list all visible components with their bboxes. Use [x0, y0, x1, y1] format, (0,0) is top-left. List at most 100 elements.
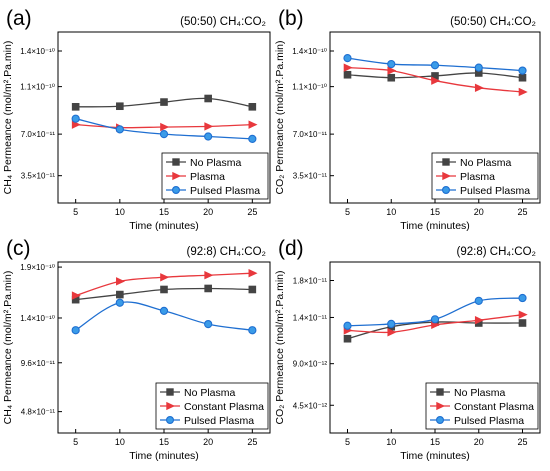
panel-b-series-pulsed-plasma — [343, 54, 527, 75]
panel-c-letter: (c) — [6, 237, 31, 260]
panel-a-xtick-label: 15 — [159, 207, 169, 217]
panel-c-series-pulsed-plasma-point — [204, 319, 213, 329]
panel-b-legend: No Plasma Plasma Pulsed Plasma — [431, 152, 539, 200]
panel-c-xtick-label: 15 — [159, 437, 169, 447]
panel-b-series-plasma-point — [431, 76, 441, 85]
panel-a-ytick-label: 3.5×10⁻¹¹ — [21, 172, 56, 181]
panel-c-legend-label: Pulsed Plasma — [184, 415, 254, 427]
panel-d-xtick-label: 25 — [517, 437, 527, 447]
panel-c-series-constant-plasma-point — [160, 273, 170, 282]
panel-a-xtick-label: 25 — [247, 207, 257, 217]
panel-d-legend-label: Pulsed Plasma — [454, 415, 524, 427]
panel-c-legend-marker — [166, 388, 174, 396]
panel-a-legend-marker — [171, 185, 181, 195]
panel-c-series-no-plasma-point — [116, 290, 124, 299]
panel-a-legend-marker — [172, 171, 182, 181]
panel-c-series-no-plasma — [71, 284, 257, 304]
panel-c-series-pulsed-plasma — [71, 298, 257, 335]
panel-d-ytick-label: 9.0×10⁻¹² — [293, 360, 328, 369]
panel-c: (c) (92:8) CH₄:CO₂ 4.8×10⁻¹¹ 9.6×10⁻¹¹ 1.4×1… — [2, 237, 271, 462]
panel-a-series-no-plasma-point — [204, 94, 212, 103]
panel-b-series-plasma-point — [343, 63, 353, 72]
panel-b-ytick-label: 3.5×10⁻¹¹ — [293, 172, 328, 181]
panel-b-series-plasma-point — [474, 83, 484, 93]
panel-a-series-pulsed-plasma-point — [71, 114, 80, 123]
panel-b-series-no-plasma — [343, 69, 527, 82]
panel-b-series-plasma-point — [518, 87, 528, 97]
panel-a-xlabel: Time (minutes) — [129, 220, 199, 232]
panel-d-series-constant-plasma-point — [387, 328, 397, 337]
panel-d-series-constant-plasma-point — [474, 316, 484, 325]
panel-c-series-constant-plasma-point — [71, 291, 81, 300]
panel-d-xtick-label: 15 — [430, 437, 440, 447]
panel-d-series-pulsed-plasma-point — [474, 296, 483, 305]
panel-c-xtick-label: 20 — [203, 437, 213, 447]
panel-d-ytick-label: 4.5×10⁻¹² — [293, 401, 328, 410]
panel-a-series-pulsed-plasma — [71, 114, 257, 143]
panel-c-series-no-plasma-point — [204, 284, 212, 293]
panel-a-letter: (a) — [6, 7, 32, 30]
panel-d-ytick-label: 1.8×10⁻¹¹ — [293, 276, 328, 285]
panel-b-ylabel: CO₂ Permeance (mol/m².Pa.min) — [274, 40, 286, 194]
panel-a-legend-label: No Plasma — [190, 157, 242, 169]
panel-d-ytick-label: 1.4×10⁻¹¹ — [293, 313, 328, 322]
panel-a-legend-label: Plasma — [190, 171, 225, 183]
panel-a-series-plasma-point — [71, 120, 81, 129]
panel-d-series-no-plasma-point — [518, 319, 527, 327]
panel-c-legend-marker — [165, 415, 175, 425]
panel-b-ytick-label: 7.0×10⁻¹¹ — [293, 130, 328, 139]
panel-a-series-no-plasma-point — [160, 98, 168, 106]
panel-b-series-plasma — [343, 63, 528, 97]
panel-b-series-pulsed-plasma-point — [343, 54, 352, 63]
panel-d-series-pulsed-plasma-point — [430, 315, 440, 324]
panel-d-letter: (d) — [278, 237, 304, 260]
panel-a-legend-marker — [172, 158, 180, 166]
panel-a-legend-label: Pulsed Plasma — [190, 185, 260, 197]
panel-d-series-pulsed-plasma-point — [387, 319, 396, 329]
panel-a: (a) (50:50) CH₄:CO₂ 3.5×10⁻¹¹ 7.0×10⁻¹¹ 1.1×… — [2, 7, 271, 232]
panel-a-series-no-plasma-point — [71, 103, 80, 111]
panel-c-series-constant-plasma — [71, 268, 258, 300]
panel-d-series-pulsed-plasma-point — [518, 293, 527, 303]
panel-d-ylabel: CO₂ Permeance (mol/m².Pa.min) — [274, 270, 286, 424]
panel-d-xlabel: Time (minutes) — [400, 450, 470, 462]
panel-b-series-pulsed-plasma-point — [387, 59, 396, 69]
panel-c-series-pulsed-plasma-point — [159, 306, 169, 315]
panel-a-xtick-label: 20 — [203, 207, 213, 217]
panel-b-xtick-label: 25 — [517, 207, 527, 217]
panel-b-letter: (b) — [278, 7, 304, 30]
panel-a-xtick-label: 10 — [115, 207, 125, 217]
panel-b-series-pulsed-plasma-point — [474, 63, 483, 72]
panel-a-ytick-label: 1.1×10⁻¹⁰ — [20, 83, 55, 92]
panel-a-ytick-label: 7.0×10⁻¹¹ — [21, 130, 56, 139]
panel-d-xtick-label: 10 — [386, 437, 396, 447]
panel-c-xtick-label: 25 — [247, 437, 257, 447]
panel-c-ytick-label: 4.8×10⁻¹¹ — [21, 408, 56, 417]
panel-a-series-plasma — [71, 120, 258, 132]
panel-a-series-pulsed-plasma-point — [115, 125, 124, 134]
panel-a-xtick-label: 5 — [73, 207, 78, 217]
panel-d-series-pulsed-plasma-point — [343, 321, 352, 330]
panel-b-series-no-plasma-point — [518, 73, 527, 82]
panel-b-legend-label: No Plasma — [460, 157, 512, 169]
panel-a-series-plasma-point — [204, 122, 214, 131]
panel-c-legend-label: No Plasma — [184, 387, 236, 399]
panel-c-legend-marker — [166, 401, 176, 411]
panel-d-legend: No Plasma Constant Plasma Pulsed Plasma — [425, 382, 539, 430]
panel-d: (d) (92:8) CH₄:CO₂ 4.5×10⁻¹² 9.0×10⁻¹² 1.4×1… — [274, 237, 541, 462]
panel-b-legend-marker — [442, 171, 452, 181]
panel-c-series-pulsed-plasma-point — [71, 326, 80, 335]
panel-b-series-plasma-point — [387, 66, 397, 75]
panel-b-xtick-label: 20 — [474, 207, 484, 217]
panel-d-legend-label: No Plasma — [454, 387, 506, 399]
panel-c-ytick-label: 9.6×10⁻¹¹ — [21, 359, 56, 368]
panel-c-xlabel: Time (minutes) — [129, 450, 199, 462]
panel-b-legend-label: Pulsed Plasma — [460, 185, 530, 197]
panel-b-legend-marker — [441, 185, 451, 195]
panel-b-xtick-label: 15 — [430, 207, 440, 217]
panel-b-condition: (50:50) CH₄:CO₂ — [450, 16, 536, 28]
panel-a-series-plasma-point — [248, 120, 258, 129]
panel-a-condition: (50:50) CH₄:CO₂ — [180, 16, 266, 28]
panel-c-ylabel: CH₄ Permeance (mol/m².Pa.min) — [2, 271, 14, 425]
